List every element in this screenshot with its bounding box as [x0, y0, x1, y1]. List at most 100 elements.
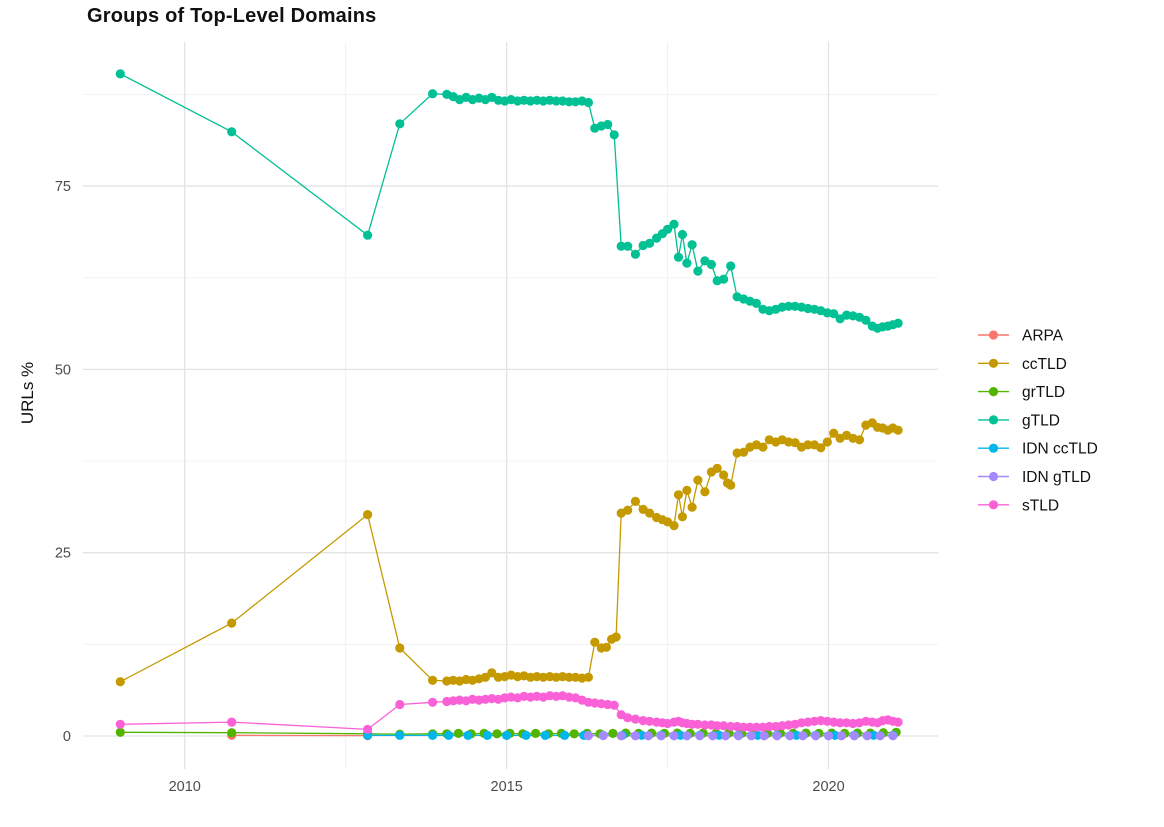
- data-point: [616, 241, 626, 251]
- data-point: [623, 241, 633, 251]
- y-tick-label: 25: [55, 546, 71, 562]
- y-tick-label: 75: [55, 179, 71, 195]
- data-point: [643, 731, 653, 741]
- data-point: [726, 261, 736, 271]
- data-point: [115, 677, 125, 687]
- data-point: [849, 731, 859, 741]
- data-point: [751, 722, 762, 732]
- legend-item-cctld: ccTLD: [978, 356, 1067, 373]
- data-point: [564, 97, 574, 107]
- data-point: [693, 475, 703, 485]
- data-point: [823, 731, 834, 741]
- data-point: [453, 728, 463, 739]
- data-point: [764, 721, 774, 732]
- data-point: [609, 130, 619, 140]
- data-point: [677, 229, 688, 240]
- data-point: [227, 618, 237, 628]
- data-point: [444, 730, 454, 741]
- legend-key-dot: [988, 358, 999, 368]
- legend-item-stld: sTLD: [978, 497, 1059, 514]
- data-point: [428, 697, 438, 707]
- data-point: [700, 720, 710, 730]
- data-point: [395, 730, 405, 741]
- series-points: [115, 69, 903, 741]
- data-point: [645, 716, 655, 726]
- data-point: [835, 718, 845, 728]
- legend-key-dot: [988, 471, 999, 482]
- data-point: [623, 505, 633, 515]
- y-tick-label: 0: [63, 729, 71, 745]
- data-point: [726, 480, 736, 490]
- data-point: [719, 470, 729, 480]
- data-point: [482, 730, 492, 741]
- data-point: [395, 643, 405, 653]
- legend-label: ccTLD: [1022, 356, 1067, 373]
- data-point: [790, 438, 800, 448]
- data-point: [854, 435, 865, 445]
- data-point: [492, 729, 502, 739]
- data-point: [227, 717, 237, 727]
- data-point: [363, 509, 373, 520]
- data-point: [746, 731, 756, 741]
- data-point: [669, 731, 679, 741]
- data-point: [487, 668, 497, 678]
- data-point: [502, 730, 512, 741]
- data-point: [569, 729, 579, 739]
- data-point: [893, 318, 903, 328]
- data-point: [893, 425, 903, 435]
- data-point: [888, 731, 898, 741]
- y-tick-label: 50: [55, 362, 71, 378]
- data-point: [726, 721, 736, 732]
- data-point: [751, 298, 762, 308]
- data-point: [590, 637, 600, 647]
- data-point: [609, 700, 619, 710]
- data-point: [700, 487, 710, 497]
- data-point: [598, 731, 608, 741]
- data-point: [836, 731, 847, 741]
- series-line-gtld: [120, 73, 899, 329]
- series-points-cctld: [115, 418, 903, 687]
- legend: ARPA ccTLD grTLD gTLD IDN ccTLD IDN gTLD sTLD: [978, 328, 1098, 514]
- data-point: [630, 731, 641, 741]
- legend-key-dot: [988, 415, 999, 425]
- data-point: [540, 730, 550, 741]
- data-point: [601, 642, 612, 652]
- data-point: [829, 428, 839, 438]
- data-point: [719, 721, 729, 731]
- data-point: [630, 249, 641, 259]
- data-point: [583, 97, 594, 108]
- data-point: [803, 440, 813, 450]
- data-point: [862, 731, 872, 741]
- x-tick-label: 2010: [169, 779, 201, 795]
- data-point: [861, 315, 871, 325]
- data-point: [645, 238, 655, 248]
- data-point: [551, 96, 561, 106]
- legend-item-arpa: ARPA: [978, 328, 1064, 345]
- data-point: [682, 258, 692, 268]
- series-lines: [119, 73, 899, 737]
- data-point: [893, 717, 903, 727]
- legend-label: ARPA: [1022, 328, 1064, 345]
- data-point: [645, 508, 655, 518]
- data-point: [115, 727, 125, 737]
- data-point: [227, 728, 237, 738]
- data-point: [560, 730, 570, 741]
- data-point: [712, 721, 722, 731]
- data-point: [875, 731, 885, 741]
- data-point: [480, 672, 490, 682]
- data-point: [785, 731, 795, 741]
- data-point: [630, 496, 641, 506]
- legend-key-dot: [988, 500, 999, 510]
- data-point: [463, 730, 473, 741]
- data-point: [616, 731, 626, 741]
- legend-key-dot: [988, 330, 999, 340]
- series-points-stld: [115, 691, 903, 735]
- legend-key-dot: [988, 387, 999, 397]
- data-point: [816, 443, 826, 453]
- data-point: [227, 127, 237, 137]
- data-point: [583, 672, 594, 682]
- data-point: [630, 714, 641, 724]
- data-point: [663, 224, 673, 234]
- series-points-idn-gtld: [583, 731, 898, 741]
